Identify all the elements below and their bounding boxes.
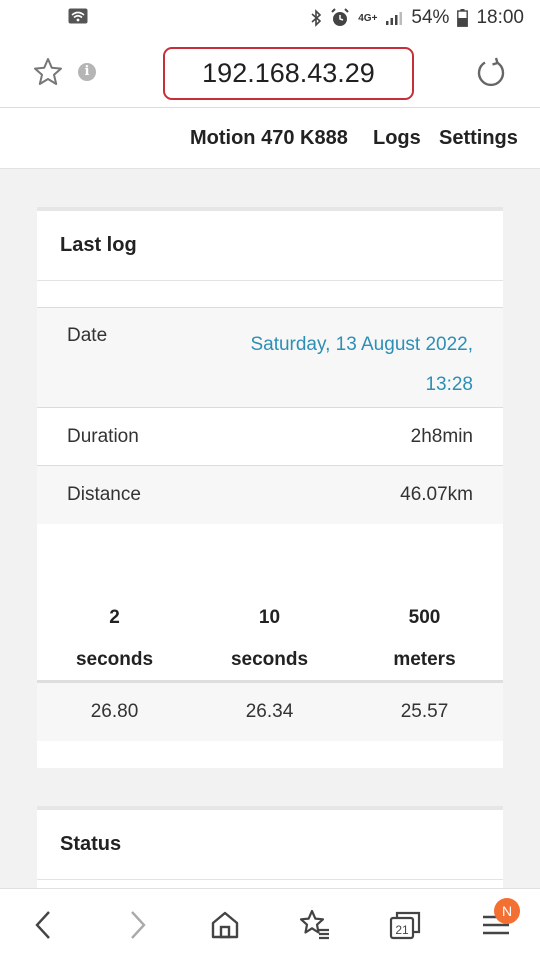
speed-header-line: 2 xyxy=(109,607,120,628)
table-row-duration: Duration 2h8min xyxy=(37,408,503,466)
network-label: 4G+ xyxy=(358,12,378,24)
site-navbar: Motion 470 K888 Logs Settings xyxy=(0,108,540,169)
forward-icon[interactable] xyxy=(120,908,154,942)
reload-icon[interactable] xyxy=(474,56,508,90)
distance-value: 46.07km xyxy=(400,484,473,505)
table-row-distance: Distance 46.07km xyxy=(37,466,503,524)
duration-value: 2h8min xyxy=(410,426,473,447)
table-row-date: Date Saturday, 13 August 2022, 13:28 xyxy=(37,307,503,408)
speed-header-10s: 10 seconds xyxy=(192,597,347,681)
bookmarks-icon[interactable] xyxy=(298,908,332,942)
tabs-count: 21 xyxy=(395,923,409,937)
speed-header-500m: 500 meters xyxy=(347,597,502,681)
clock-time: 18:00 xyxy=(476,7,524,28)
url-text: 192.168.43.29 xyxy=(202,58,375,88)
speed-header-line: 500 xyxy=(408,607,441,628)
nav-brand[interactable]: Motion 470 K888 xyxy=(190,127,348,149)
bluetooth-icon xyxy=(310,9,322,27)
speed-value-10s: 26.34 xyxy=(245,701,294,722)
status-card: Status xyxy=(37,806,503,896)
date-value[interactable]: Saturday, 13 August 2022, 13:28 xyxy=(250,334,473,395)
url-field[interactable]: 192.168.43.29 xyxy=(163,47,414,100)
battery-percent: 54% xyxy=(411,7,450,28)
nav-logs-link[interactable]: Logs xyxy=(373,127,421,149)
status-bar: 4G+ 54% 18:00 xyxy=(0,0,540,36)
speed-header-2s: 2 seconds xyxy=(37,597,192,681)
alarm-icon xyxy=(330,8,350,28)
speed-header-line: seconds xyxy=(75,649,154,670)
date-label: Date xyxy=(67,325,108,346)
browser-bottom-bar: 21 xyxy=(0,888,540,960)
speed-header-line: seconds xyxy=(230,649,309,670)
signal-icon xyxy=(385,10,403,26)
speed-table-header: 2 seconds 10 seconds 500 meters xyxy=(37,591,503,683)
info-icon[interactable]: i xyxy=(78,63,96,81)
nav-settings-link[interactable]: Settings xyxy=(439,127,518,149)
speed-value-500m: 25.57 xyxy=(400,701,449,722)
menu-badge: N xyxy=(494,898,520,924)
star-icon[interactable] xyxy=(32,56,64,88)
back-icon[interactable] xyxy=(27,908,61,942)
wifi-icon xyxy=(68,8,88,24)
speed-header-line: 10 xyxy=(258,607,281,628)
battery-icon xyxy=(457,9,469,27)
last-log-title: Last log xyxy=(37,211,503,281)
speed-value-2s: 26.80 xyxy=(90,701,139,722)
tabs-icon[interactable]: 21 xyxy=(388,908,422,942)
status-title: Status xyxy=(37,810,503,880)
browser-address-bar: i 192.168.43.29 xyxy=(0,36,540,108)
duration-label: Duration xyxy=(67,426,139,447)
last-log-card: Last log Date Saturday, 13 August 2022, … xyxy=(37,207,503,768)
distance-label: Distance xyxy=(67,484,141,505)
speed-table-row: 26.80 26.34 25.57 xyxy=(37,683,503,741)
home-icon[interactable] xyxy=(208,908,242,942)
speed-header-line: meters xyxy=(393,649,456,670)
